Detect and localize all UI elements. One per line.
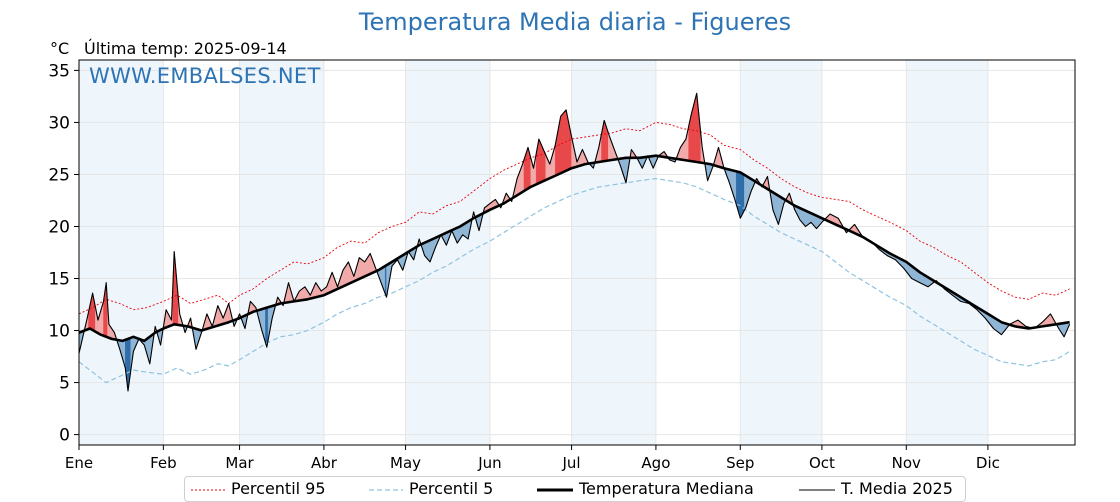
- fill-below-median: [743, 174, 744, 213]
- y-tick-label: 15: [48, 270, 70, 290]
- fill-below-median: [803, 209, 804, 225]
- fill-above-median: [563, 112, 564, 172]
- fill-below-median: [804, 210, 805, 226]
- fill-above-median: [694, 99, 695, 162]
- legend-swatch-current: [799, 485, 835, 495]
- fill-below-median: [465, 222, 466, 238]
- month-band: [572, 60, 656, 445]
- fill-above-median: [304, 287, 305, 300]
- legend-label-median: Temperatura Mediana: [579, 479, 754, 498]
- y-tick-label: 25: [48, 165, 70, 185]
- fill-below-median: [740, 172, 741, 218]
- fill-above-median: [346, 264, 347, 285]
- fill-above-median: [604, 120, 605, 161]
- fill-below-median: [467, 221, 468, 238]
- legend-swatch-median: [537, 485, 573, 495]
- x-tick-label: Oct: [809, 454, 835, 472]
- fill-above-median: [539, 139, 540, 183]
- x-tick-label: Ene: [65, 454, 93, 472]
- fill-below-median: [744, 175, 745, 210]
- fill-above-median: [301, 289, 302, 300]
- fill-below-median: [738, 172, 739, 214]
- fill-below-median: [427, 241, 428, 260]
- legend: Percentil 95 Percentil 5 Temperatura Med…: [184, 476, 966, 502]
- month-band: [906, 60, 988, 445]
- fill-above-median: [369, 254, 370, 275]
- fill-above-median: [691, 109, 692, 161]
- fill-above-median: [527, 147, 528, 189]
- legend-label-p5: Percentil 5: [409, 479, 493, 498]
- legend-item-p5: Percentil 5: [369, 479, 493, 501]
- fill-above-median: [565, 110, 566, 171]
- month-band: [240, 60, 324, 445]
- x-tick-label: Jun: [477, 454, 501, 472]
- fill-above-median: [347, 262, 348, 285]
- x-tick-label: Jul: [562, 454, 581, 472]
- month-band: [406, 60, 490, 445]
- fill-above-median: [544, 152, 545, 181]
- fill-below-median: [802, 209, 803, 224]
- y-axis-ticks: 0 5 10 15 20 25 30 35: [48, 61, 79, 445]
- y-tick-label: 5: [59, 374, 70, 394]
- legend-item-current: T. Media 2025: [799, 479, 953, 501]
- y-tick-label: 35: [48, 61, 70, 81]
- fill-below-median: [385, 265, 386, 297]
- fill-below-median: [429, 240, 430, 262]
- month-band: [740, 60, 822, 445]
- fill-above-median: [684, 139, 685, 160]
- fill-below-median: [426, 241, 427, 258]
- fill-above-median: [542, 145, 543, 182]
- legend-label-current: T. Media 2025: [841, 479, 953, 498]
- fill-above-median: [367, 256, 368, 276]
- fill-below-median: [739, 172, 740, 218]
- legend-item-p95: Percentil 95: [191, 479, 326, 501]
- y-tick-label: 30: [48, 113, 70, 133]
- legend-swatch-p95: [191, 485, 225, 495]
- y-tick-label: 10: [48, 322, 70, 342]
- x-tick-label: Sep: [726, 454, 754, 472]
- fill-above-median: [359, 258, 360, 279]
- fill-above-median: [566, 110, 567, 171]
- fill-above-median: [693, 104, 694, 162]
- fill-above-median: [683, 141, 684, 160]
- fill-above-median: [344, 266, 345, 286]
- fill-above-median: [695, 93, 696, 162]
- x-tick-label: Feb: [150, 454, 177, 472]
- fill-above-median: [362, 260, 363, 278]
- x-tick-label: Nov: [892, 454, 921, 472]
- legend-label-p95: Percentil 95: [231, 479, 326, 498]
- fill-above-median: [606, 125, 607, 161]
- x-axis-ticks: Ene Feb Mar Abr May Jun Jul Ago Sep Oct Nov Dic: [65, 445, 1000, 472]
- month-bands: [79, 60, 988, 445]
- x-tick-label: Mar: [225, 454, 254, 472]
- fill-below-median: [742, 173, 743, 215]
- fill-below-median: [806, 211, 807, 227]
- watermark-text: WWW.EMBALSES.NET: [89, 64, 321, 88]
- fill-above-median: [302, 288, 303, 300]
- fill-above-median: [540, 142, 541, 182]
- legend-swatch-p5: [369, 485, 403, 495]
- x-tick-label: Ago: [641, 454, 670, 472]
- fill-above-median: [525, 152, 526, 191]
- fill-above-median: [363, 261, 364, 277]
- fill-below-median: [807, 211, 808, 225]
- y-tick-label: 0: [59, 426, 70, 446]
- fill-above-median: [361, 259, 362, 279]
- month-band: [79, 60, 163, 445]
- x-tick-label: Dic: [976, 454, 1000, 472]
- x-tick-label: Abr: [311, 454, 338, 472]
- x-tick-label: May: [390, 454, 421, 472]
- legend-item-median: Temperatura Mediana: [537, 479, 754, 501]
- y-tick-label: 20: [48, 217, 70, 237]
